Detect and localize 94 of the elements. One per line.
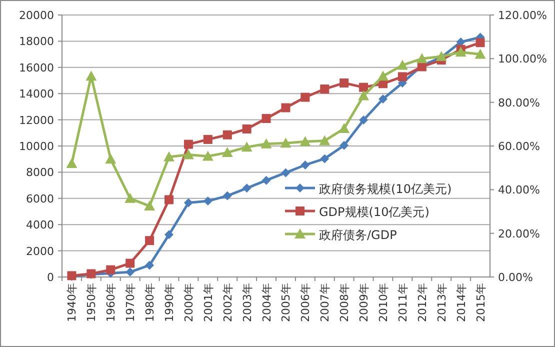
x-tick-label: 2015年 bbox=[474, 283, 488, 322]
x-tick-label: 2001年 bbox=[202, 283, 215, 322]
point bbox=[164, 151, 174, 162]
x-tick-label: 2000年 bbox=[182, 283, 196, 322]
point bbox=[86, 70, 97, 81]
point bbox=[222, 191, 232, 200]
point bbox=[320, 84, 330, 94]
y-tick-label: 14000 bbox=[19, 88, 54, 101]
point bbox=[262, 114, 271, 123]
point bbox=[474, 48, 486, 59]
point bbox=[241, 142, 252, 152]
point bbox=[182, 149, 194, 160]
point bbox=[281, 103, 290, 112]
point bbox=[203, 134, 212, 144]
point bbox=[242, 184, 252, 193]
point bbox=[144, 200, 156, 211]
x-tick-label: 2009年 bbox=[358, 283, 371, 322]
x-tick-label: 2014年 bbox=[454, 283, 468, 322]
x-tick-label: 2013年 bbox=[435, 283, 448, 322]
x-tick-label: 2003年 bbox=[240, 283, 254, 322]
y2-tick-label: 60.00% bbox=[498, 140, 540, 153]
x-tick-label: 2012年 bbox=[416, 283, 429, 322]
y2-tick-label: 20.00% bbox=[498, 227, 540, 240]
point bbox=[300, 136, 311, 146]
y2-tick-label: 120.00% bbox=[498, 9, 547, 22]
point bbox=[184, 140, 193, 149]
point bbox=[222, 147, 233, 158]
y-tick-label: 8000 bbox=[26, 166, 54, 180]
point bbox=[164, 230, 174, 240]
point bbox=[262, 176, 271, 185]
y-tick-label: 12000 bbox=[19, 114, 54, 127]
y2-tick-label: 80.00% bbox=[498, 96, 540, 110]
x-tick-label: 2002年 bbox=[221, 283, 234, 322]
point bbox=[455, 46, 466, 57]
point bbox=[359, 116, 368, 125]
y-tick-label: 4000 bbox=[26, 218, 54, 232]
y-tick-label: 20000 bbox=[19, 9, 54, 22]
point bbox=[280, 138, 292, 148]
x-tick-label: 2006年 bbox=[299, 283, 312, 322]
x-tick-label: 1960年 bbox=[104, 283, 118, 322]
point bbox=[202, 150, 214, 161]
x-tick-label: 1940年 bbox=[66, 283, 79, 322]
x-tick-label: 1980年 bbox=[144, 283, 157, 322]
legend-label: GDP规模(10亿美元) bbox=[319, 205, 430, 219]
point bbox=[124, 192, 136, 203]
point bbox=[260, 138, 272, 148]
y-tick-label: 18000 bbox=[19, 35, 54, 48]
x-tick-label: 1950年 bbox=[85, 283, 98, 322]
point bbox=[476, 38, 485, 48]
point bbox=[320, 154, 330, 164]
point bbox=[416, 53, 428, 64]
y-tick-label: 16000 bbox=[19, 61, 54, 74]
point bbox=[281, 168, 290, 178]
point bbox=[184, 198, 193, 208]
y-tick-label: 10000 bbox=[19, 140, 54, 153]
point bbox=[126, 268, 135, 277]
legend-label: 政府债务规模(10亿美元) bbox=[319, 182, 452, 196]
y-tick-label: 6000 bbox=[26, 192, 54, 206]
x-tick-label: 2010年 bbox=[377, 283, 390, 322]
legend-label: 政府债务/GDP bbox=[319, 228, 397, 242]
x-tick-label: 2007年 bbox=[318, 283, 332, 322]
y2-tick-label: 0.00% bbox=[498, 271, 533, 284]
point bbox=[106, 265, 116, 274]
point bbox=[396, 60, 408, 70]
point bbox=[358, 90, 370, 100]
x-tick-label: 2008年 bbox=[338, 283, 352, 322]
point bbox=[300, 160, 310, 170]
point bbox=[145, 236, 154, 246]
point bbox=[338, 123, 350, 134]
x-tick-label: 2005年 bbox=[280, 283, 293, 322]
point bbox=[66, 158, 78, 168]
point bbox=[378, 70, 388, 81]
point bbox=[203, 196, 212, 206]
point bbox=[145, 260, 154, 270]
point bbox=[242, 124, 252, 134]
x-tick-label: 1970年 bbox=[124, 283, 138, 322]
y2-tick-label: 100.00% bbox=[498, 52, 547, 66]
y2-tick-label: 40.00% bbox=[498, 184, 540, 197]
point bbox=[359, 82, 368, 92]
x-tick-label: 2004年 bbox=[260, 283, 274, 322]
y-tick-label: 2000 bbox=[26, 244, 54, 258]
point bbox=[378, 94, 388, 104]
point bbox=[340, 78, 349, 88]
point bbox=[300, 92, 310, 102]
point bbox=[319, 135, 330, 146]
point bbox=[340, 140, 349, 150]
x-tick-label: 1990年 bbox=[163, 283, 176, 322]
point bbox=[126, 258, 135, 268]
y-tick-label: 0 bbox=[47, 271, 54, 284]
x-tick-label: 2011年 bbox=[396, 283, 410, 322]
point bbox=[164, 195, 174, 204]
point bbox=[398, 72, 407, 82]
point bbox=[105, 154, 116, 164]
point bbox=[222, 130, 232, 140]
